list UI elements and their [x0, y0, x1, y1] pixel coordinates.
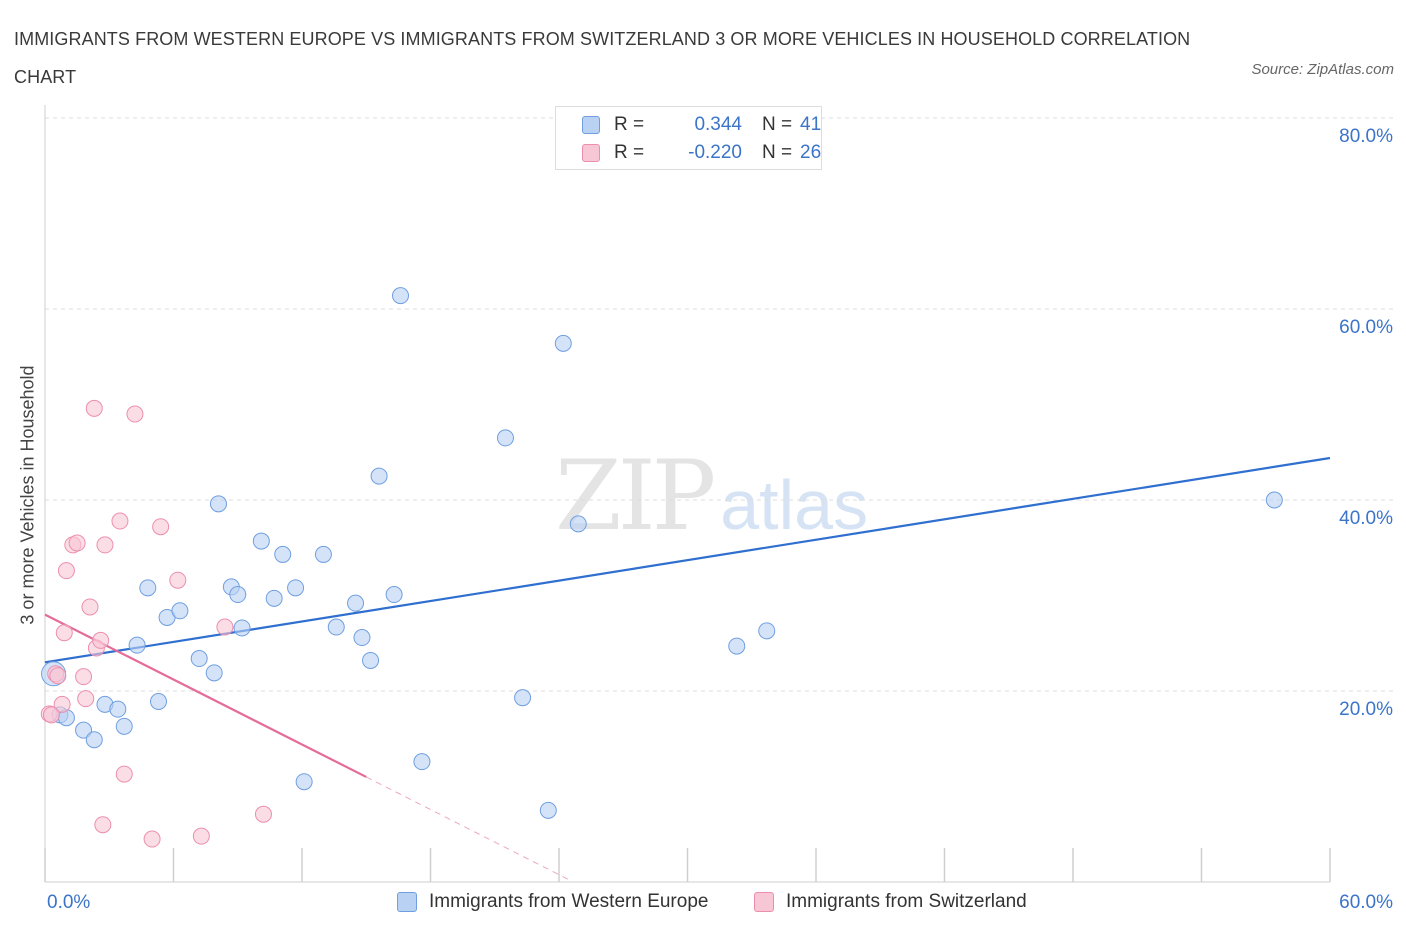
y-tick-label: 80.0%	[1339, 126, 1393, 147]
blue-point	[514, 689, 532, 707]
blue-point	[413, 753, 431, 771]
pink-point	[85, 399, 103, 417]
blue-point	[1265, 491, 1283, 509]
legend-n-value: 26	[800, 142, 822, 163]
blue-point	[229, 586, 247, 604]
pink-point	[68, 534, 86, 552]
blue-point	[209, 495, 227, 513]
watermark: ZIP atlas	[555, 440, 868, 552]
pink-point	[55, 624, 73, 642]
pink-point	[81, 598, 99, 616]
watermark-atlas: atlas	[720, 466, 869, 544]
blue-point	[128, 636, 146, 654]
grid-layer	[45, 117, 1395, 692]
chart-title: IMMIGRANTS FROM WESTERN EUROPE VS IMMIGR…	[14, 29, 1191, 87]
watermark-zip: ZIP	[555, 440, 716, 552]
blue-point	[569, 515, 587, 533]
bottom-legend-swatch-blue	[397, 892, 417, 912]
pink-trend-extension	[366, 776, 570, 881]
blue-point	[728, 637, 746, 655]
tick-label-layer: 20.0% 40.0% 60.0% 80.0% 0.0% 60.0%	[47, 126, 1393, 913]
pink-point	[92, 631, 110, 649]
blue-point	[539, 801, 557, 819]
blue-point	[190, 650, 208, 668]
trend-layer	[44, 456, 1331, 881]
blue-point	[314, 545, 332, 563]
legend-swatch-blue	[582, 116, 600, 134]
pink-point	[94, 816, 112, 834]
y-tick-label: 60.0%	[1339, 317, 1393, 338]
blue-point	[205, 664, 223, 682]
blue-point	[758, 622, 776, 640]
points-layer	[40, 287, 1283, 848]
pink-point	[42, 706, 60, 724]
y-tick-label: 20.0%	[1339, 699, 1393, 720]
pink-point	[169, 571, 187, 589]
legend-r-value: 0.344	[694, 114, 742, 135]
pink-point	[126, 405, 144, 423]
pink-point	[192, 827, 210, 845]
legend-r-label: R =	[614, 114, 645, 135]
x-tick-label-max: 60.0%	[1339, 892, 1393, 913]
pink-point	[96, 536, 114, 554]
blue-point	[370, 467, 388, 485]
blue-point	[115, 717, 133, 735]
blue-point	[274, 545, 292, 563]
pink-point	[53, 695, 71, 713]
bottom-legend-label: Immigrants from Switzerland	[786, 891, 1027, 912]
correlation-legend: R = 0.344 N = 41 R = -0.220 N = 26	[555, 106, 822, 170]
y-tick-label: 40.0%	[1339, 508, 1393, 529]
blue-point	[327, 618, 345, 636]
blue-point	[265, 589, 283, 607]
legend-r-value: -0.220	[688, 142, 742, 163]
blue-point	[85, 731, 103, 749]
pink-point	[111, 512, 129, 530]
blue-point	[554, 334, 572, 352]
blue-point	[171, 602, 189, 620]
pink-point	[75, 668, 93, 686]
x-tick-label-min: 0.0%	[47, 892, 90, 913]
legend-n-label: N =	[762, 142, 793, 163]
blue-point	[150, 693, 168, 711]
blue-point	[233, 619, 251, 637]
pink-point	[57, 562, 75, 580]
axis-layer	[44, 105, 1331, 883]
blue-point	[392, 287, 410, 305]
legend-n-label: N =	[762, 114, 793, 135]
blue-point	[75, 721, 93, 739]
blue-point	[109, 700, 127, 718]
blue-point	[295, 773, 313, 791]
blue-point	[252, 532, 270, 550]
blue-point	[385, 586, 403, 604]
pink-point	[254, 805, 272, 823]
blue-point	[139, 579, 157, 597]
blue-point	[353, 629, 371, 647]
pink-point	[49, 667, 67, 685]
blue-trend-line	[44, 456, 1331, 664]
legend-n-value: 41	[800, 114, 822, 135]
legend-swatch-pink	[582, 144, 600, 162]
pink-point	[216, 618, 234, 636]
source-credit: Source: ZipAtlas.com	[1251, 61, 1394, 78]
blue-point	[496, 429, 514, 447]
pink-point	[115, 765, 133, 783]
pink-point	[152, 518, 170, 536]
blue-point	[347, 594, 365, 612]
blue-point	[287, 579, 305, 597]
bottom-legend-swatch-pink	[754, 892, 774, 912]
pink-point	[143, 830, 161, 848]
bottom-legend-label: Immigrants from Western Europe	[429, 891, 709, 912]
blue-point	[362, 651, 380, 669]
legend-r-label: R =	[614, 142, 645, 163]
pink-point	[77, 690, 95, 708]
